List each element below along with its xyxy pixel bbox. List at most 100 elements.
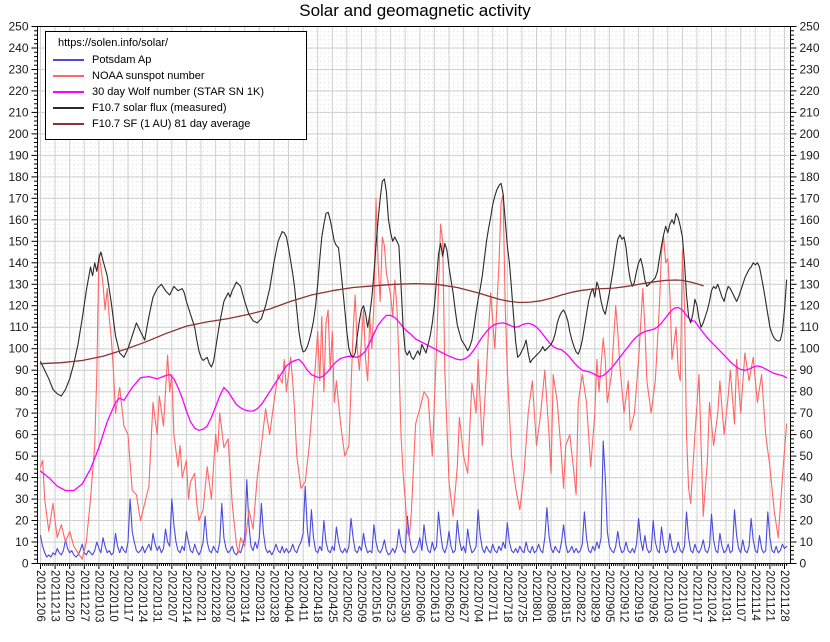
y-tick-label: 240 xyxy=(800,41,820,55)
x-tick-label: 20220530 xyxy=(399,570,411,623)
legend-swatch xyxy=(53,91,84,93)
series-line-30-day-wolf-number-star-sn-1k xyxy=(39,306,788,492)
series-line-f10-7-sf-1-au-81-day-average xyxy=(39,279,704,365)
x-tick-label: 20211206 xyxy=(34,570,46,622)
y-tick-label: 170 xyxy=(800,191,820,205)
y-tick-label: 120 xyxy=(8,299,28,313)
x-tick-label: 20220919 xyxy=(632,570,644,623)
x-tick-label: 20220725 xyxy=(515,570,527,623)
y-tick-label: 120 xyxy=(800,299,820,313)
y-tick-label: 40 xyxy=(15,471,29,485)
legend-swatch xyxy=(53,75,84,77)
y-tick-label: 30 xyxy=(800,492,814,506)
axis-ticks xyxy=(31,26,797,569)
x-tick-label: 20220926 xyxy=(647,570,659,623)
x-tick-label: 20221031 xyxy=(720,570,732,623)
x-tick-label: 20211213 xyxy=(49,570,61,622)
y-tick-label: 160 xyxy=(800,213,820,227)
y-tick-label: 100 xyxy=(800,342,820,356)
y-tick-label: 230 xyxy=(8,63,28,77)
legend-label: F10.7 SF (1 AU) 81 day average xyxy=(92,118,251,130)
x-tick-label: 20220516 xyxy=(370,570,382,623)
legend-url: https://solen.info/solar/ xyxy=(58,37,169,49)
x-tick-label: 20220822 xyxy=(574,570,586,623)
y-tick-label: 70 xyxy=(800,406,814,420)
y-tick-label: 110 xyxy=(9,320,28,334)
y-tick-label: 150 xyxy=(8,234,28,248)
x-tick-label: 20220425 xyxy=(326,570,338,623)
series-line-f10-7-solar-flux-measured xyxy=(39,178,788,397)
y-tick-label: 240 xyxy=(8,41,28,55)
legend-swatch xyxy=(53,107,84,109)
y-tick-label: 230 xyxy=(800,63,820,77)
x-tick-label: 20220606 xyxy=(413,570,425,623)
y-tick-label: 200 xyxy=(800,127,820,141)
legend-label: F10.7 solar flux (measured) xyxy=(92,102,227,114)
y-tick-label: 90 xyxy=(15,363,29,377)
x-tick-label: 20211220 xyxy=(63,570,75,622)
x-tick-label: 20220627 xyxy=(457,570,469,623)
x-tick-label: 20221107 xyxy=(734,570,746,622)
y-tick-label: 50 xyxy=(800,449,814,463)
x-tick-label: 20220829 xyxy=(588,570,600,623)
x-tick-label: 20220221 xyxy=(195,570,207,623)
y-tick-label: 110 xyxy=(800,320,819,334)
x-tick-label: 20221024 xyxy=(705,570,717,623)
y-tick-label: 20 xyxy=(800,514,814,528)
x-tick-label: 20220124 xyxy=(136,570,148,623)
y-tick-label: 210 xyxy=(800,105,820,119)
x-tick-label: 20220117 xyxy=(122,570,134,622)
y-tick-label: 50 xyxy=(15,449,29,463)
y-tick-label: 90 xyxy=(800,363,814,377)
y-tick-label: 190 xyxy=(8,148,28,162)
x-tick-label: 20220801 xyxy=(530,570,542,623)
chart-title: Solar and geomagnetic activity xyxy=(299,1,531,20)
y-tick-label: 140 xyxy=(800,256,820,270)
x-tick-label: 20220228 xyxy=(209,570,221,623)
y-tick-label: 210 xyxy=(8,105,28,119)
x-axis-labels: 20211206 20211213 20211220 20211227 20220103… xyxy=(34,570,790,623)
y-tick-label: 30 xyxy=(15,492,29,506)
legend-swatch xyxy=(53,59,84,61)
x-tick-label: 20220110 xyxy=(107,570,119,622)
y-axis-labels-right: 0 10 20 30 40 50 60 70 80 90 100 110 120 130 140 150 160… xyxy=(800,20,820,571)
legend-entry: F10.7 solar flux (measured) xyxy=(46,100,306,116)
y-tick-label: 60 xyxy=(800,428,814,442)
x-tick-label: 20220321 xyxy=(253,570,265,623)
x-tick-label: 20220328 xyxy=(267,570,279,623)
x-tick-label: 20220314 xyxy=(238,570,250,623)
y-tick-label: 140 xyxy=(8,256,28,270)
x-tick-label: 20220905 xyxy=(603,570,615,623)
x-tick-label: 20221128 xyxy=(778,570,790,622)
y-tick-label: 0 xyxy=(800,557,807,571)
legend: https://solen.info/solar/ Potsdam Ap NOAA… xyxy=(45,31,307,140)
y-tick-label: 60 xyxy=(15,428,29,442)
x-tick-label: 20220307 xyxy=(224,570,236,623)
legend-label: NOAA sunspot number xyxy=(92,70,205,82)
x-tick-label: 20220620 xyxy=(443,570,455,623)
x-tick-label: 20211227 xyxy=(78,570,90,622)
y-tick-label: 20 xyxy=(15,514,29,528)
x-tick-label: 20220131 xyxy=(151,570,163,623)
x-tick-label: 20221003 xyxy=(661,570,673,623)
y-tick-label: 0 xyxy=(22,557,29,571)
x-tick-label: 20220815 xyxy=(559,570,571,623)
y-tick-label: 220 xyxy=(8,84,28,98)
series-line-potsdam-ap xyxy=(39,440,788,558)
legend-entry: F10.7 SF (1 AU) 81 day average xyxy=(46,116,306,132)
y-tick-label: 130 xyxy=(8,277,28,291)
y-tick-label: 170 xyxy=(8,191,28,205)
series-group xyxy=(39,178,788,560)
y-tick-label: 80 xyxy=(15,385,29,399)
series-line-noaa-sunspot-number xyxy=(39,193,788,560)
y-tick-label: 180 xyxy=(800,170,820,184)
x-tick-label: 20220509 xyxy=(355,570,367,623)
x-tick-label: 20220404 xyxy=(282,570,294,623)
y-tick-label: 150 xyxy=(800,234,820,248)
x-tick-label: 20220103 xyxy=(92,570,104,623)
y-tick-label: 220 xyxy=(800,84,820,98)
x-tick-label: 20220711 xyxy=(486,570,498,622)
y-tick-label: 250 xyxy=(800,20,820,34)
legend-entry: Potsdam Ap xyxy=(46,52,306,68)
